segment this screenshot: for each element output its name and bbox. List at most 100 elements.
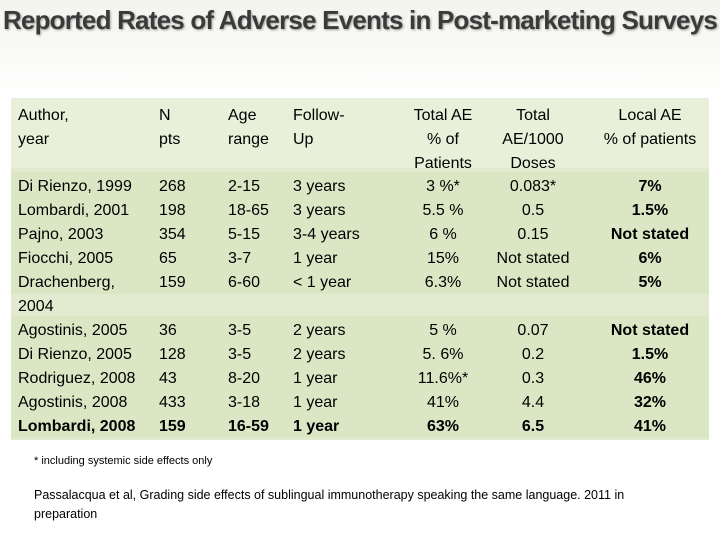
header-band bbox=[11, 98, 709, 168]
follow-cell: 1 year bbox=[293, 394, 338, 411]
local-cell: 7% bbox=[638, 178, 662, 195]
group1-follow-up: 3 years 3 years 3-4 years 1 year < 1 yea… bbox=[293, 175, 393, 295]
total-pct-cell: 6 % bbox=[429, 226, 457, 243]
total-dose-cell: Not stated bbox=[496, 274, 570, 291]
header-age: Age range bbox=[228, 104, 290, 152]
total-dose-cell: 6.5 bbox=[521, 418, 545, 435]
n-cell: 198 bbox=[159, 202, 186, 219]
author-cell: Agostinis, 2008 bbox=[18, 394, 128, 411]
header-line: Author, bbox=[18, 107, 69, 124]
group1-n: 268 198 354 65 159 bbox=[159, 175, 219, 295]
header-line: Total AE bbox=[413, 107, 473, 124]
group2-age: 3-5 3-5 8-20 3-18 16-59 bbox=[228, 319, 290, 439]
total-dose-cell: 0.2 bbox=[521, 346, 545, 363]
follow-cell: 1 year bbox=[293, 250, 338, 267]
group1-total-ae-doses: 0.083* 0.5 0.15 Not stated Not stated bbox=[479, 175, 587, 295]
header-total-ae-doses: Total AE/1000 Doses bbox=[479, 104, 587, 176]
total-pct-cell: 15% bbox=[426, 250, 460, 267]
group2-authors: Agostinis, 2005 Di Rienzo, 2005 Rodrigue… bbox=[18, 319, 154, 439]
total-dose-cell: 0.07 bbox=[517, 322, 549, 339]
age-cell: 18-65 bbox=[228, 202, 269, 219]
author-cell: 2004 bbox=[18, 298, 54, 315]
group2-band bbox=[11, 316, 709, 438]
n-cell: 128 bbox=[159, 346, 186, 363]
total-pct-cell: 5. 6% bbox=[422, 346, 464, 363]
n-cell: 159 bbox=[159, 274, 186, 291]
local-cell: 1.5% bbox=[631, 202, 669, 219]
n-cell: 433 bbox=[159, 394, 186, 411]
age-cell: 3-5 bbox=[228, 346, 252, 363]
group2-total-ae-doses: 0.07 0.2 0.3 4.4 6.5 bbox=[479, 319, 587, 439]
header-line: N bbox=[159, 107, 171, 124]
group1-authors: Di Rienzo, 1999 Lombardi, 2001 Pajno, 20… bbox=[18, 175, 154, 319]
follow-cell: 1 year bbox=[293, 370, 338, 387]
group1-band bbox=[11, 172, 709, 294]
follow-cell: 3 years bbox=[293, 178, 346, 195]
slide-title: Reported Rates of Adverse Events in Post… bbox=[2, 5, 718, 35]
age-cell: 3-18 bbox=[228, 394, 261, 411]
group2-total-ae-pct: 5 % 5. 6% 11.6%* 41% 63% bbox=[388, 319, 498, 439]
age-cell: 3-7 bbox=[228, 250, 252, 267]
local-cell: Not stated bbox=[610, 226, 690, 243]
header-line: Age bbox=[228, 107, 257, 124]
group1-total-ae-pct: 3 %* 5.5 % 6 % 15% 6.3% bbox=[388, 175, 498, 295]
group2-n: 36 128 43 433 159 bbox=[159, 319, 219, 439]
author-cell: Lombardi, 2001 bbox=[18, 202, 130, 219]
group2-local-ae: Not stated 1.5% 46% 32% 41% bbox=[593, 319, 707, 439]
header-n: N pts bbox=[159, 104, 219, 152]
age-cell: 16-59 bbox=[228, 418, 269, 435]
n-cell: 159 bbox=[159, 418, 186, 435]
header-line: Up bbox=[293, 131, 314, 148]
total-pct-cell: 41% bbox=[426, 394, 460, 411]
total-dose-cell: 0.083* bbox=[509, 178, 557, 195]
total-dose-cell: 0.15 bbox=[517, 226, 549, 243]
total-pct-cell: 11.6%* bbox=[417, 370, 469, 387]
header-line: % of bbox=[426, 131, 459, 148]
header-line: Follow- bbox=[293, 107, 345, 124]
author-cell: Pajno, 2003 bbox=[18, 226, 104, 243]
header-line: AE/1000 bbox=[502, 131, 564, 148]
source-citation: Passalacqua et al, Grading side effects … bbox=[34, 488, 625, 521]
n-cell: 268 bbox=[159, 178, 186, 195]
local-cell: 32% bbox=[633, 394, 667, 411]
author-cell: Rodriguez, 2008 bbox=[18, 370, 136, 387]
group1-age: 2-15 18-65 5-15 3-7 6-60 bbox=[228, 175, 290, 295]
total-pct-cell: 63% bbox=[426, 418, 460, 435]
age-cell: 8-20 bbox=[228, 370, 261, 387]
header-line: pts bbox=[159, 131, 181, 148]
total-dose-cell: 0.5 bbox=[521, 202, 545, 219]
header-line: Doses bbox=[510, 155, 556, 172]
n-cell: 65 bbox=[159, 250, 177, 267]
local-cell: 46% bbox=[633, 370, 667, 387]
local-cell: 6% bbox=[638, 250, 662, 267]
total-dose-cell: 4.4 bbox=[521, 394, 545, 411]
header-line: year bbox=[18, 131, 50, 148]
author-cell: Lombardi, 2008 bbox=[18, 418, 136, 435]
header-total-ae-pct: Total AE % of Patients bbox=[388, 104, 498, 176]
header-line: Patients bbox=[414, 155, 472, 172]
author-cell: Agostinis, 2005 bbox=[18, 322, 128, 339]
group2-follow-up: 2 years 2 years 1 year 1 year 1 year bbox=[293, 319, 393, 439]
header-author: Author, year bbox=[18, 104, 154, 152]
follow-cell: 2 years bbox=[293, 346, 346, 363]
adverse-events-table: Author, year N pts Age range Follow- Up … bbox=[11, 98, 709, 440]
age-cell: 3-5 bbox=[228, 322, 252, 339]
author-cell: Di Rienzo, 2005 bbox=[18, 346, 132, 363]
total-pct-cell: 3 %* bbox=[426, 178, 460, 195]
header-line: Total bbox=[516, 107, 550, 124]
age-cell: 5-15 bbox=[228, 226, 261, 243]
n-cell: 354 bbox=[159, 226, 186, 243]
footnote: * including systemic side effects only bbox=[34, 455, 213, 467]
group1-local-ae: 7% 1.5% Not stated 6% 5% bbox=[593, 175, 707, 295]
author-cell: Drachenberg, bbox=[18, 274, 115, 291]
total-dose-cell: Not stated bbox=[496, 250, 570, 267]
author-cell: Fiocchi, 2005 bbox=[18, 250, 114, 267]
header-line: range bbox=[228, 131, 269, 148]
n-cell: 43 bbox=[159, 370, 177, 387]
total-dose-cell: 0.3 bbox=[521, 370, 545, 387]
header-local-ae: Local AE % of patients bbox=[593, 104, 707, 152]
local-cell: 1.5% bbox=[631, 346, 669, 363]
follow-cell: 3-4 years bbox=[293, 226, 360, 243]
follow-cell: 1 year bbox=[293, 418, 340, 435]
local-cell: 5% bbox=[638, 274, 662, 291]
